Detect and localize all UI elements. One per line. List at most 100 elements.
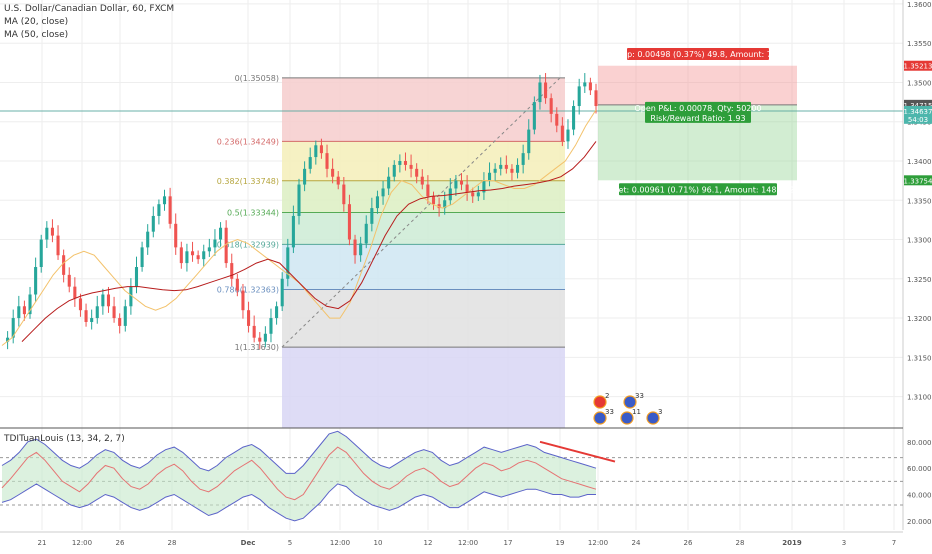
pnl-label: Open P&L: 0.00078, Qty: 50200Risk/Reward… [634, 101, 762, 123]
candle-body [364, 223, 368, 244]
candle-body [106, 294, 111, 307]
candle-body [235, 278, 239, 291]
ma50-legend[interactable]: MA (50, close) [4, 30, 69, 40]
candle-body [269, 318, 273, 334]
candle-body [521, 153, 525, 165]
candle-body [387, 176, 391, 189]
candle-body [370, 208, 374, 224]
tdi-legend[interactable]: TDITuanLouis (13, 34, 2, 7) [4, 434, 125, 444]
fib-zone-1 [282, 347, 565, 428]
fib-zone-0 [282, 77, 565, 142]
price-tick: 1.31500 [907, 354, 932, 362]
price-tick: 1.32500 [907, 276, 932, 284]
candle-body [493, 168, 497, 173]
time-tick: 26 [116, 539, 125, 547]
target-price-tag-bg [904, 175, 932, 186]
tdi-tick: 80.0000 [907, 439, 932, 447]
candle-body [134, 267, 139, 287]
candle-body [555, 113, 559, 126]
stop-label-text: Stop: 0.00498 (0.37%) 49.8, Amount: 750 [614, 50, 782, 59]
fib-label-0.786: 0.786(1.32363) [217, 286, 279, 295]
candle-body [342, 184, 346, 205]
candle-body [56, 235, 60, 256]
candle-body [84, 310, 88, 322]
ma20-legend[interactable]: MA (20, close) [4, 17, 69, 27]
entry-price-tag-text: 1.34715 [904, 102, 932, 110]
fib-zone-0.618 [282, 244, 565, 290]
candle-body [403, 160, 408, 165]
current-price-tag: 1.34637 [904, 105, 932, 116]
candle-body [213, 239, 217, 248]
price-tick: 1.33500 [907, 197, 932, 205]
event-flag-icon [593, 395, 607, 409]
candle-body [398, 160, 402, 165]
candle-body [247, 310, 251, 326]
price-tick: 1.36000 [907, 1, 932, 9]
candle-body [101, 294, 105, 307]
fib-zone-0.382 [282, 180, 565, 213]
event-flag-us: 33 [623, 392, 644, 409]
candle-body [336, 176, 340, 185]
candle-body [504, 164, 508, 169]
tdi-band-fill [2, 431, 596, 521]
target-price-tag-text: 1.33754 [904, 177, 932, 185]
candle-body [275, 306, 279, 319]
event-flag-icon [646, 411, 660, 425]
candle-body [230, 263, 234, 279]
candle-body [392, 164, 396, 177]
time-tick: 28 [736, 539, 745, 547]
fib-label-0.5: 0.5(1.33344) [227, 209, 279, 218]
price-tick: 1.34000 [907, 158, 932, 166]
candle-body [263, 333, 267, 342]
candle-body [431, 196, 436, 205]
time-tick: 12 [424, 539, 433, 547]
candle-body [73, 286, 77, 299]
candle-body [112, 306, 116, 319]
fib-label-0: 0(1.35058) [235, 74, 279, 83]
time-tick: 12:00 [330, 539, 350, 547]
candle-body [174, 223, 178, 248]
candle-body [258, 337, 262, 342]
fib-zone-0.786 [282, 289, 565, 348]
event-count: 3 [658, 408, 662, 416]
candle-body [280, 278, 284, 307]
candle-body [437, 204, 441, 209]
candle-body [45, 227, 49, 240]
candle-body [415, 168, 419, 177]
fib-label-1: 1(1.31630) [235, 343, 279, 352]
current-price-tag-text: 1.34637 [904, 108, 932, 116]
time-tick: 12:00 [588, 539, 608, 547]
symbol-title[interactable]: U.S. Dollar/Canadian Dollar, 60, FXCM [4, 4, 175, 14]
entry-price-tag: 1.34715 [904, 99, 932, 110]
candle-body [207, 247, 211, 252]
event-count: 2 [605, 392, 609, 400]
candle-body [219, 227, 223, 240]
candle-body [566, 129, 570, 142]
candle-body [482, 180, 486, 193]
tdi-rsi-line [1, 446, 597, 501]
candle-body [28, 294, 32, 315]
fib-label-0.618: 0.618(1.32939) [217, 240, 279, 249]
target-label-text: Target: 0.00961 (0.71%) 96.1, Amount: 14… [601, 185, 794, 194]
candle-body [190, 251, 195, 256]
candle-body [459, 180, 464, 185]
time-tick: 19 [556, 539, 565, 547]
candle-body [331, 168, 335, 177]
time-tick: 12:00 [458, 539, 478, 547]
event-flag-us: 3 [646, 408, 662, 425]
candle-body [6, 337, 10, 342]
candle-body [588, 82, 592, 91]
stop-label: Stop: 0.00498 (0.37%) 49.8, Amount: 750 [614, 48, 782, 60]
event-flag-us: 33 [593, 408, 614, 425]
candle-body [319, 145, 323, 154]
candle-body [532, 102, 536, 130]
time-tick: 5 [288, 539, 292, 547]
candle-body [353, 239, 357, 256]
candle-body [224, 227, 228, 264]
event-count: 11 [632, 408, 641, 416]
candle-body [123, 306, 127, 326]
candle-body [381, 188, 385, 197]
candle-body [577, 86, 581, 107]
event-flag-ca: 2 [593, 392, 609, 409]
